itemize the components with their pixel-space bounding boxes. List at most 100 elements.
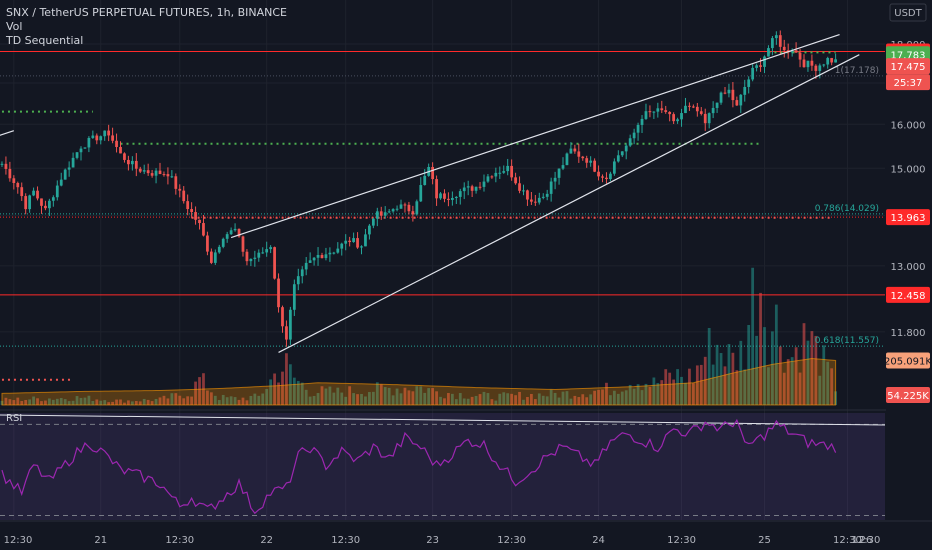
candle-body (285, 326, 288, 340)
td-sequential-indicator-label: TD Sequential (6, 34, 84, 47)
candle-body (194, 212, 197, 220)
volume-bar (360, 393, 363, 405)
volume-bar (427, 388, 431, 405)
volume-bar (134, 400, 138, 405)
candle-body (771, 38, 774, 49)
candle-body (71, 157, 75, 168)
volume-bar (830, 368, 834, 405)
volume-bar (95, 399, 99, 405)
volume-bar (91, 401, 95, 405)
trendline (278, 54, 860, 353)
fib-level-label: 0.618(11.557) (815, 336, 879, 346)
candle-body (399, 204, 403, 209)
time-axis-tick-label: 12:30 (165, 535, 194, 546)
candle-body (514, 177, 517, 184)
volume-bar (478, 394, 482, 405)
volume-bar (51, 399, 55, 405)
candle-body (415, 201, 419, 215)
candle-body (470, 186, 474, 191)
candle-body (206, 235, 209, 252)
time-axis-tick-label: 12:30 (852, 535, 881, 546)
volume-bar (561, 391, 565, 405)
candle-body (486, 176, 490, 182)
candle-body (292, 284, 296, 310)
volume-bar (332, 392, 336, 405)
candle-body (379, 211, 383, 216)
volume-bar (577, 397, 581, 405)
candle-body (261, 252, 265, 254)
volume-bar (75, 396, 79, 405)
volume-bar (644, 383, 648, 405)
candle-body (431, 166, 435, 180)
volume-bar (636, 384, 640, 405)
volume-bar (55, 398, 59, 405)
candle-body (688, 105, 691, 107)
volume-bar (715, 344, 719, 405)
candle-body (360, 246, 363, 248)
volume-bar (640, 390, 644, 405)
candle-body (711, 107, 715, 114)
volume-bar (277, 382, 280, 405)
candle-body (715, 102, 719, 108)
candle-body (340, 243, 344, 249)
candle-body (316, 255, 320, 258)
candle-body (375, 211, 379, 219)
candle-body (482, 181, 486, 187)
candle-body (233, 228, 237, 231)
candle-body (225, 234, 229, 239)
candle-body (51, 197, 55, 201)
candle-body (498, 172, 502, 174)
candle-body (545, 193, 549, 197)
candle-body (818, 65, 822, 71)
price-badge-label: 17.783 (891, 50, 926, 61)
volume-bar (553, 392, 557, 405)
trendline (0, 130, 15, 136)
candle-body (91, 135, 95, 138)
candle-body (253, 257, 257, 259)
candle-body (237, 228, 241, 237)
volume-bar (695, 365, 699, 405)
volume-bar (597, 389, 600, 405)
candle-body (537, 197, 541, 203)
candle-body (802, 59, 806, 68)
candle-body (241, 236, 245, 252)
volume-bar (703, 356, 707, 405)
volume-bar (257, 395, 261, 405)
volume-bar (399, 393, 403, 405)
candle-body (549, 181, 553, 194)
candle-body (806, 60, 810, 68)
candle-body (24, 196, 28, 210)
volume-bar (411, 391, 415, 405)
candle-body (79, 148, 83, 153)
candle-body (312, 257, 316, 261)
volume-bar (735, 370, 739, 405)
candle-body (308, 260, 312, 263)
volume-bar (814, 335, 818, 405)
price-axis-tick-label: 11.800 (891, 328, 926, 339)
candle-body (146, 170, 150, 174)
volume-bar (233, 397, 237, 405)
volume-bar (676, 369, 679, 405)
volume-bar (340, 392, 344, 405)
price-axis-tick-label: 16.000 (891, 120, 926, 131)
candle-body (174, 176, 178, 189)
candle-body (577, 151, 581, 157)
candle-body (691, 106, 695, 108)
volume-bar (573, 395, 577, 405)
candle-body (87, 137, 91, 148)
candle-body (767, 48, 770, 57)
candle-body (403, 204, 407, 206)
volume-bar (660, 380, 664, 405)
candle-body (790, 50, 794, 53)
volume-bar (751, 267, 755, 405)
candle-body (304, 262, 308, 270)
volume-bar (371, 391, 375, 405)
candle-body (419, 185, 423, 202)
candle-body (763, 56, 766, 67)
candle-body (269, 247, 273, 250)
volume-bar (63, 399, 67, 405)
candle-body (154, 170, 158, 176)
volume-bar (616, 393, 620, 405)
candle-body (632, 132, 636, 139)
